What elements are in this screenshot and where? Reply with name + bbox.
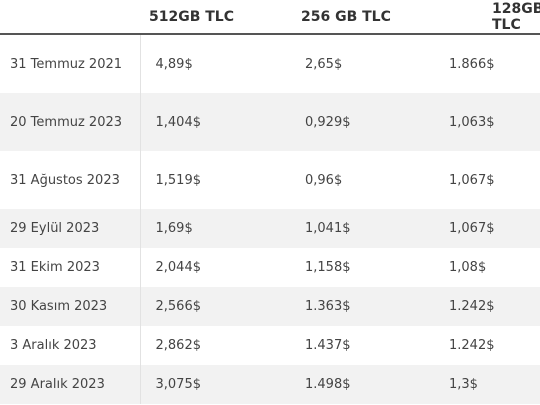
price-128gb-cell: 1,3$ bbox=[440, 365, 540, 404]
date-cell: 30 Kasım 2023 bbox=[0, 287, 141, 326]
price-512gb-cell: 2,862$ bbox=[140, 326, 290, 365]
table-row: 31 Temmuz 2021 4,89$ 2,65$ 1.866$ bbox=[0, 34, 540, 93]
table-row: 31 Ekim 2023 2,044$ 1,158$ 1,08$ bbox=[0, 248, 540, 287]
price-256gb-cell: 1.363$ bbox=[290, 287, 440, 326]
table-row: 29 Eylül 2023 1,69$ 1,041$ 1,067$ bbox=[0, 209, 540, 248]
price-512gb-cell: 1,404$ bbox=[140, 93, 290, 151]
header-256gb-tlc: 256 GB TLC bbox=[290, 0, 440, 35]
header-date bbox=[0, 0, 140, 35]
date-cell: 29 Aralık 2023 bbox=[0, 365, 141, 404]
price-512gb-cell: 3,075$ bbox=[140, 365, 290, 404]
table-row: 20 Temmuz 2023 1,404$ 0,929$ 1,063$ bbox=[0, 93, 540, 151]
price-256gb-cell: 1.498$ bbox=[290, 365, 440, 404]
header-128gb-tlc: 128GB TLC bbox=[440, 0, 540, 35]
price-256gb-cell: 0,96$ bbox=[290, 151, 440, 209]
header-row: 512GB TLC 256 GB TLC 128GB TLC bbox=[0, 0, 540, 35]
price-512gb-cell: 1,519$ bbox=[140, 151, 290, 209]
price-128gb-cell: 1,063$ bbox=[440, 93, 540, 151]
price-128gb-cell: 1,08$ bbox=[440, 248, 540, 287]
table-row: 31 Ağustos 2023 1,519$ 0,96$ 1,067$ bbox=[0, 151, 540, 209]
price-128gb-cell: 1,067$ bbox=[440, 209, 540, 248]
date-cell: 31 Ekim 2023 bbox=[0, 248, 141, 287]
date-cell: 31 Temmuz 2021 bbox=[0, 34, 141, 93]
price-512gb-cell: 2,566$ bbox=[140, 287, 290, 326]
price-128gb-cell: 1.866$ bbox=[440, 34, 540, 93]
price-512gb-cell: 1,69$ bbox=[140, 209, 290, 248]
price-128gb-cell: 1.242$ bbox=[440, 287, 540, 326]
price-256gb-cell: 2,65$ bbox=[290, 34, 440, 93]
table-row: 29 Aralık 2023 3,075$ 1.498$ 1,3$ bbox=[0, 365, 540, 404]
price-256gb-cell: 1,158$ bbox=[290, 248, 440, 287]
price-128gb-cell: 1.242$ bbox=[440, 326, 540, 365]
table-row: 30 Kasım 2023 2,566$ 1.363$ 1.242$ bbox=[0, 287, 540, 326]
table-row: 3 Aralık 2023 2,862$ 1.437$ 1.242$ bbox=[0, 326, 540, 365]
date-cell: 20 Temmuz 2023 bbox=[0, 93, 141, 151]
price-256gb-cell: 0,929$ bbox=[290, 93, 440, 151]
price-512gb-cell: 2,044$ bbox=[140, 248, 290, 287]
date-cell: 29 Eylül 2023 bbox=[0, 209, 141, 248]
header-512gb-tlc: 512GB TLC bbox=[140, 0, 290, 35]
price-512gb-cell: 4,89$ bbox=[140, 34, 290, 93]
date-cell: 3 Aralık 2023 bbox=[0, 326, 141, 365]
price-256gb-cell: 1,041$ bbox=[290, 209, 440, 248]
date-cell: 31 Ağustos 2023 bbox=[0, 151, 141, 209]
price-128gb-cell: 1,067$ bbox=[440, 151, 540, 209]
price-256gb-cell: 1.437$ bbox=[290, 326, 440, 365]
